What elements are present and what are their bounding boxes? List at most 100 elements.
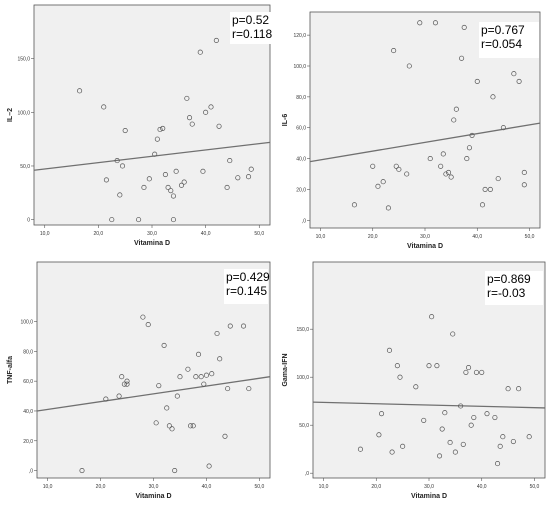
data-point: [103, 177, 109, 183]
annotation-text: p=0.52: [232, 13, 269, 27]
data-point: [124, 378, 130, 384]
data-point: [178, 182, 185, 188]
y-tick-label: 120,0: [293, 33, 306, 39]
x-tick-label: 20,0: [371, 484, 381, 490]
x-tick-label: 30,0: [424, 484, 434, 490]
data-point: [490, 94, 496, 100]
data-point: [188, 423, 194, 429]
data-point: [417, 20, 423, 26]
data-point: [209, 371, 215, 377]
data-point: [203, 109, 209, 115]
x-axis-label: Vitamina D: [411, 493, 447, 500]
data-point: [213, 37, 219, 43]
data-point: [510, 438, 516, 445]
data-point: [469, 132, 475, 138]
data-point: [116, 393, 122, 399]
annotation-text: p=0.869: [487, 272, 531, 286]
x-tick-label: 30,0: [420, 234, 430, 240]
data-point: [495, 176, 501, 182]
data-point: [193, 374, 199, 380]
data-point: [177, 374, 183, 380]
data-point: [385, 205, 391, 211]
data-point: [164, 405, 170, 411]
x-tick-label: 40,0: [202, 484, 212, 490]
x-tick-label: 10,0: [43, 484, 53, 490]
data-point: [357, 446, 364, 452]
data-point: [197, 49, 203, 55]
data-point: [121, 381, 127, 387]
data-point: [511, 71, 517, 77]
y-tick-label: 80,0: [23, 349, 33, 355]
data-point: [413, 384, 419, 390]
data-point: [101, 104, 107, 110]
data-point: [185, 366, 191, 372]
y-tick-label: 20,0: [23, 439, 33, 445]
annotation-text: r=-0.03: [487, 286, 526, 300]
data-point: [389, 449, 395, 455]
x-axis-label: Vitamina D: [135, 493, 171, 500]
y-tick-label: ,0: [305, 471, 309, 477]
y-tick-label: 40,0: [296, 157, 306, 163]
data-point: [174, 393, 180, 399]
data-point: [235, 175, 241, 181]
data-point: [479, 369, 485, 375]
data-point: [526, 434, 532, 440]
data-point: [170, 217, 177, 223]
data-point: [246, 386, 252, 392]
annotation-box: [230, 12, 272, 44]
data-point: [438, 163, 444, 169]
data-point: [393, 163, 399, 169]
y-tick-label: 40,0: [23, 409, 33, 415]
scatter-chart-gama-ifn: 10,0 20,0 30,0 40,0 50,0 ,0 50,0 100,0 150,0 Vita…: [282, 261, 546, 500]
y-tick-label: 100,0: [17, 110, 30, 116]
panel-tnf-alfa: 10,0 20,0 30,0 40,0 50,0 ,0 20,0 40,0 60,0 80,0 10…: [0, 257, 275, 513]
annotation-box: [224, 269, 268, 304]
data-point: [432, 20, 439, 26]
data-point: [376, 432, 382, 438]
annotation-text: r=0.145: [226, 284, 267, 298]
data-point: [473, 369, 480, 375]
data-point: [114, 158, 120, 164]
y-tick-label: 60,0: [23, 379, 33, 385]
data-point: [421, 417, 427, 423]
x-tick-label: 40,0: [472, 234, 482, 240]
data-point: [165, 184, 171, 190]
x-axis-label: Vitamina D: [407, 243, 443, 250]
y-tick-label: 80,0: [296, 95, 306, 101]
data-point: [460, 441, 466, 447]
data-point: [245, 174, 252, 180]
data-point: [400, 443, 406, 449]
data-point: [216, 123, 222, 129]
data-point: [442, 410, 448, 416]
data-point: [500, 434, 506, 440]
data-point: [203, 372, 210, 378]
data-point: [484, 411, 490, 417]
x-axis-label: Vitamina D: [134, 240, 170, 247]
data-point: [124, 381, 130, 387]
data-point: [453, 106, 459, 112]
data-point: [181, 179, 187, 185]
data-point: [463, 369, 469, 375]
data-point: [474, 78, 480, 84]
scatter-chart-il2: 10,0 20,0 30,0 40,0 50,0 0 50,0 100,0 150,0 Vitam…: [7, 4, 272, 247]
data-point: [516, 386, 522, 392]
data-point: [404, 171, 410, 177]
data-point: [396, 166, 402, 172]
y-axis-label: IL-6: [282, 114, 289, 127]
scatter-chart-il6: 10,0 20,0 30,0 40,0 50,0 ,0 20,0 40,0 60,0 80,0 10…: [282, 11, 541, 250]
data-point: [189, 121, 195, 127]
y-tick-label: 150,0: [296, 327, 309, 333]
data-point: [468, 422, 474, 428]
data-point: [394, 363, 400, 369]
x-tick-label: 30,0: [147, 231, 157, 237]
y-tick-label: 100,0: [296, 375, 309, 381]
data-point: [450, 331, 456, 337]
fit-line: [33, 141, 271, 171]
data-point: [391, 48, 397, 54]
data-point: [248, 166, 254, 172]
data-point: [206, 463, 212, 469]
data-point: [521, 169, 527, 176]
data-point: [190, 423, 196, 429]
data-point: [406, 63, 412, 69]
data-point: [217, 356, 223, 362]
